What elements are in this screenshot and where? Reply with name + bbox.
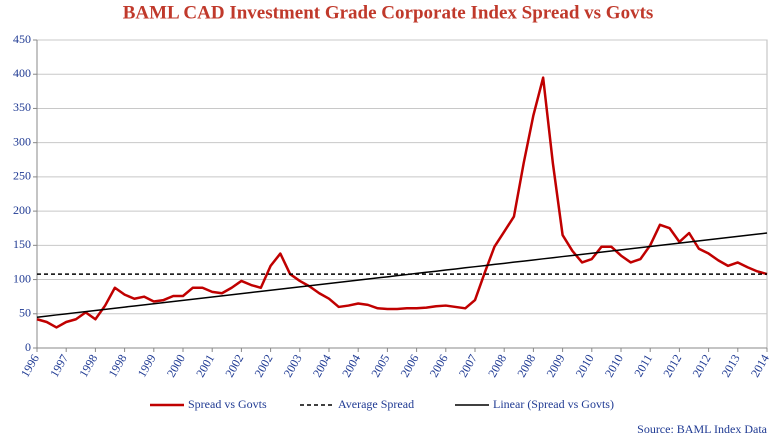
x-tick-label: 1998 <box>76 352 100 380</box>
x-tick-label: 2010 <box>602 352 626 380</box>
plot-area <box>36 39 768 349</box>
x-tick-label: 2013 <box>719 352 743 380</box>
x-tick-label: 1999 <box>135 352 159 380</box>
y-tick-label: 400 <box>13 66 31 80</box>
x-tick-label: 2008 <box>485 352 509 380</box>
y-tick-label: 350 <box>13 100 31 114</box>
x-tick-label: 2012 <box>660 352 684 380</box>
x-tick-label: 1996 <box>18 352 42 380</box>
x-tick-label: 2007 <box>456 352 480 380</box>
x-tick-label: 2004 <box>310 352 334 380</box>
x-tick-label: 2001 <box>193 352 217 380</box>
y-tick-label: 250 <box>13 169 31 183</box>
series-line <box>36 76 768 329</box>
legend-label: Spread vs Govts <box>188 397 267 411</box>
y-tick-label: 100 <box>13 271 31 285</box>
y-tick-label: 450 <box>13 32 31 46</box>
x-tick-label: 2004 <box>339 352 363 380</box>
x-tick-label: 2008 <box>514 352 538 380</box>
x-tick-label: 1997 <box>47 352 71 380</box>
x-tick-label: 2006 <box>427 352 451 380</box>
x-tick-label: 2006 <box>397 352 421 380</box>
legend-label: Linear (Spread vs Govts) <box>493 397 614 411</box>
x-tick-label: 2014 <box>748 352 772 380</box>
x-tick-label: 2011 <box>631 352 655 379</box>
chart-title: BAML CAD Investment Grade Corporate Inde… <box>123 2 654 23</box>
y-tick-label: 150 <box>13 237 31 251</box>
x-tick-label: 2005 <box>368 352 392 380</box>
x-tick-label: 2000 <box>164 352 188 380</box>
x-tick-label: 1998 <box>105 352 129 380</box>
x-tick-label: 2009 <box>543 352 567 380</box>
y-tick-label: 200 <box>13 203 31 217</box>
x-tick-label: 2002 <box>251 352 275 380</box>
y-tick-label: 50 <box>19 306 31 320</box>
source-note: Source: BAML Index Data <box>637 422 768 436</box>
y-tick-label: 300 <box>13 134 31 148</box>
y-tick-label: 0 <box>25 340 31 354</box>
x-tick-label: 2010 <box>573 352 597 380</box>
legend-label: Average Spread <box>338 397 414 411</box>
series-line <box>36 232 768 318</box>
x-tick-label: 2003 <box>281 352 305 380</box>
x-tick-label: 2012 <box>689 352 713 380</box>
x-tick-label: 2002 <box>222 352 246 380</box>
